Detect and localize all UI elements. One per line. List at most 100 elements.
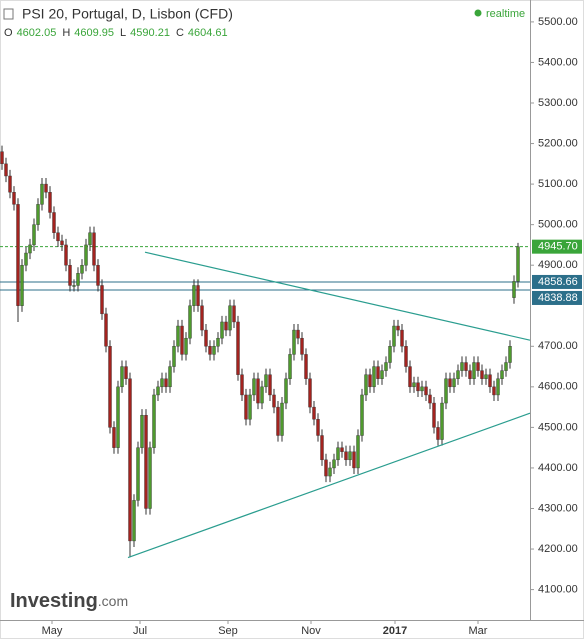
candle-body	[252, 378, 256, 396]
status: realtime	[486, 8, 525, 20]
candle-body	[448, 378, 452, 388]
candle-body	[512, 281, 516, 298]
candle-body	[516, 246, 520, 282]
candle-body	[204, 329, 208, 347]
price-label-box	[532, 239, 582, 254]
candle-body	[408, 366, 412, 388]
status-dot	[474, 9, 482, 17]
candle-body	[356, 435, 360, 469]
candle-body	[244, 394, 248, 420]
candle-body	[144, 415, 148, 509]
y-tick-label: 5200.00	[538, 137, 578, 149]
plot	[0, 145, 531, 559]
candle-body	[504, 362, 508, 371]
candle-body	[196, 285, 200, 306]
candle-body	[0, 151, 4, 165]
candle-body	[188, 305, 192, 339]
candle-body	[316, 419, 320, 436]
y-tick-label: 4400.00	[538, 462, 578, 474]
candle-body	[184, 337, 188, 355]
ohlc-value: 4604.61	[188, 27, 228, 39]
y-tick-label: 5400.00	[538, 56, 578, 68]
price-label: 4838.88	[538, 292, 578, 304]
candle-body	[424, 386, 428, 396]
candle-body	[484, 374, 488, 379]
candle-body	[220, 321, 224, 339]
candle-body	[52, 212, 56, 233]
candle-body	[28, 244, 32, 254]
candle-body	[172, 346, 176, 367]
y-tick-label: 4500.00	[538, 421, 578, 433]
candle-body	[372, 366, 376, 388]
x-tick-label: Mar	[469, 625, 488, 637]
candle-body	[88, 232, 92, 246]
x-tick-label: 2017	[383, 625, 407, 637]
y-tick-label: 5100.00	[538, 178, 578, 190]
candle-body	[200, 305, 204, 331]
candle-body	[416, 382, 420, 392]
candle-body	[180, 325, 184, 355]
candle-body	[176, 325, 180, 347]
candle-body	[4, 163, 8, 177]
candle-body	[164, 378, 168, 388]
candle-body	[216, 337, 220, 347]
candle-body	[256, 378, 260, 404]
candle-body	[8, 175, 12, 193]
trendline	[144, 251, 531, 341]
candle-body	[432, 402, 436, 428]
candle-body	[460, 362, 464, 371]
candle-body	[284, 378, 288, 404]
y-tick-label: 5300.00	[538, 97, 578, 109]
candle-body	[468, 370, 472, 379]
candle-body	[96, 264, 100, 286]
candle-body	[312, 406, 316, 420]
candle-body	[124, 366, 128, 379]
candle-body	[80, 264, 84, 274]
candle-body	[160, 378, 164, 388]
candle-body	[472, 362, 476, 379]
candle-body	[84, 244, 88, 266]
candle-body	[340, 447, 344, 452]
ohlc-value: 4609.95	[74, 27, 114, 39]
y-tick-label: 4300.00	[538, 502, 578, 514]
price-label-box	[532, 274, 582, 289]
candle-body	[464, 362, 468, 371]
x-tick-label: May	[42, 625, 63, 637]
candle-body	[92, 232, 96, 266]
candle-body	[32, 224, 36, 246]
candle-body	[268, 374, 272, 396]
y-tick-label: 4600.00	[538, 381, 578, 393]
candle-body	[488, 374, 492, 388]
candle-body	[120, 366, 124, 388]
candle-body	[304, 354, 308, 379]
ohlc-value: 4602.05	[17, 27, 57, 39]
y-tick-label: 4900.00	[538, 259, 578, 271]
candle-body	[360, 394, 364, 436]
candle-body	[208, 346, 212, 355]
candle-body	[36, 204, 40, 225]
x-tick-label: Jul	[133, 625, 147, 637]
candle-body	[440, 402, 444, 440]
candle-body	[16, 204, 20, 306]
candle-body	[332, 459, 336, 469]
candle-body	[452, 378, 456, 388]
chart-icon	[3, 8, 14, 20]
x-tick-label: Sep	[218, 625, 238, 637]
candle-body	[108, 346, 112, 428]
candle-body	[376, 366, 380, 379]
candle-body	[152, 394, 156, 448]
candle-body	[428, 394, 432, 404]
candle-body	[48, 192, 52, 213]
candle-body	[100, 285, 104, 315]
price-label: 4858.66	[538, 276, 578, 288]
candle-body	[232, 305, 236, 323]
candle-body	[444, 378, 448, 404]
candle-body	[380, 370, 384, 379]
x-tick-label: Nov	[301, 625, 321, 637]
candle-body	[240, 374, 244, 396]
ohlc-value: 4590.21	[130, 27, 170, 39]
trendline	[127, 412, 531, 559]
y-tick-label: 5500.00	[538, 16, 578, 28]
candle-body	[308, 378, 312, 408]
candle-body	[132, 500, 136, 542]
